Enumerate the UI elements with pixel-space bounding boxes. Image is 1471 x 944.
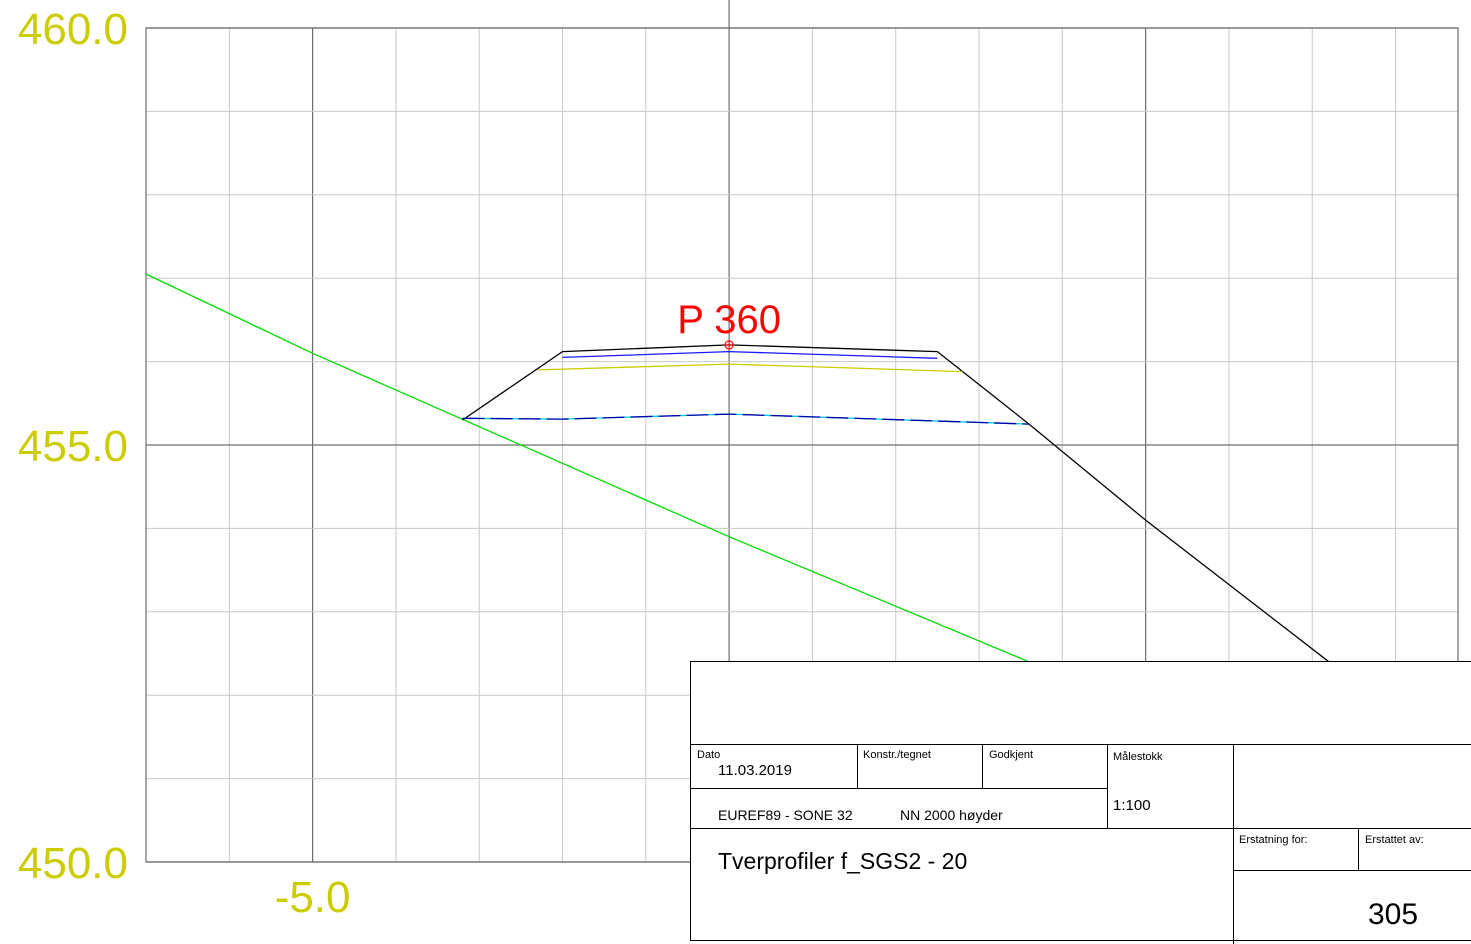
drawing-title: Tverprofiler f_SGS2 - 20 (718, 848, 968, 874)
date-label: Dato (697, 749, 721, 761)
profile-line-2 (462, 344, 1330, 663)
profile-line-4 (537, 363, 963, 373)
profile-line-6 (462, 413, 1030, 425)
station-marker: P 360 (677, 298, 781, 350)
scale-label: Målestokk (1113, 751, 1163, 763)
replacement-for-label: Erstatning for: (1239, 834, 1308, 846)
y-tick-label: 455.0 (18, 422, 128, 471)
approved-label: Godkjent (989, 749, 1034, 761)
date-value: 11.03.2019 (718, 762, 792, 779)
title-block: Dato 11.03.2019 Konstr./tegnet Godkjent … (690, 661, 1471, 944)
profile-line-3 (562, 350, 938, 359)
y-tick-label: 450.0 (18, 839, 128, 888)
designer-label: Konstr./tegnet (863, 749, 931, 761)
drawing-number: 305 (1368, 898, 1419, 931)
profile-lines (145, 273, 1330, 663)
axis-labels: 460.0 455.0 450.0 -5.0 (18, 5, 351, 922)
profile-line-1 (145, 273, 1030, 663)
height-system: NN 2000 høyder (900, 807, 1003, 823)
station-label: P 360 (677, 298, 781, 342)
coordinate-system: EUREF89 - SONE 32 (718, 807, 853, 823)
scale-value: 1:100 (1113, 797, 1151, 814)
y-tick-label: 460.0 (18, 5, 128, 54)
x-tick-label: -5.0 (275, 873, 351, 922)
replaced-by-label: Erstattet av: (1365, 834, 1424, 846)
